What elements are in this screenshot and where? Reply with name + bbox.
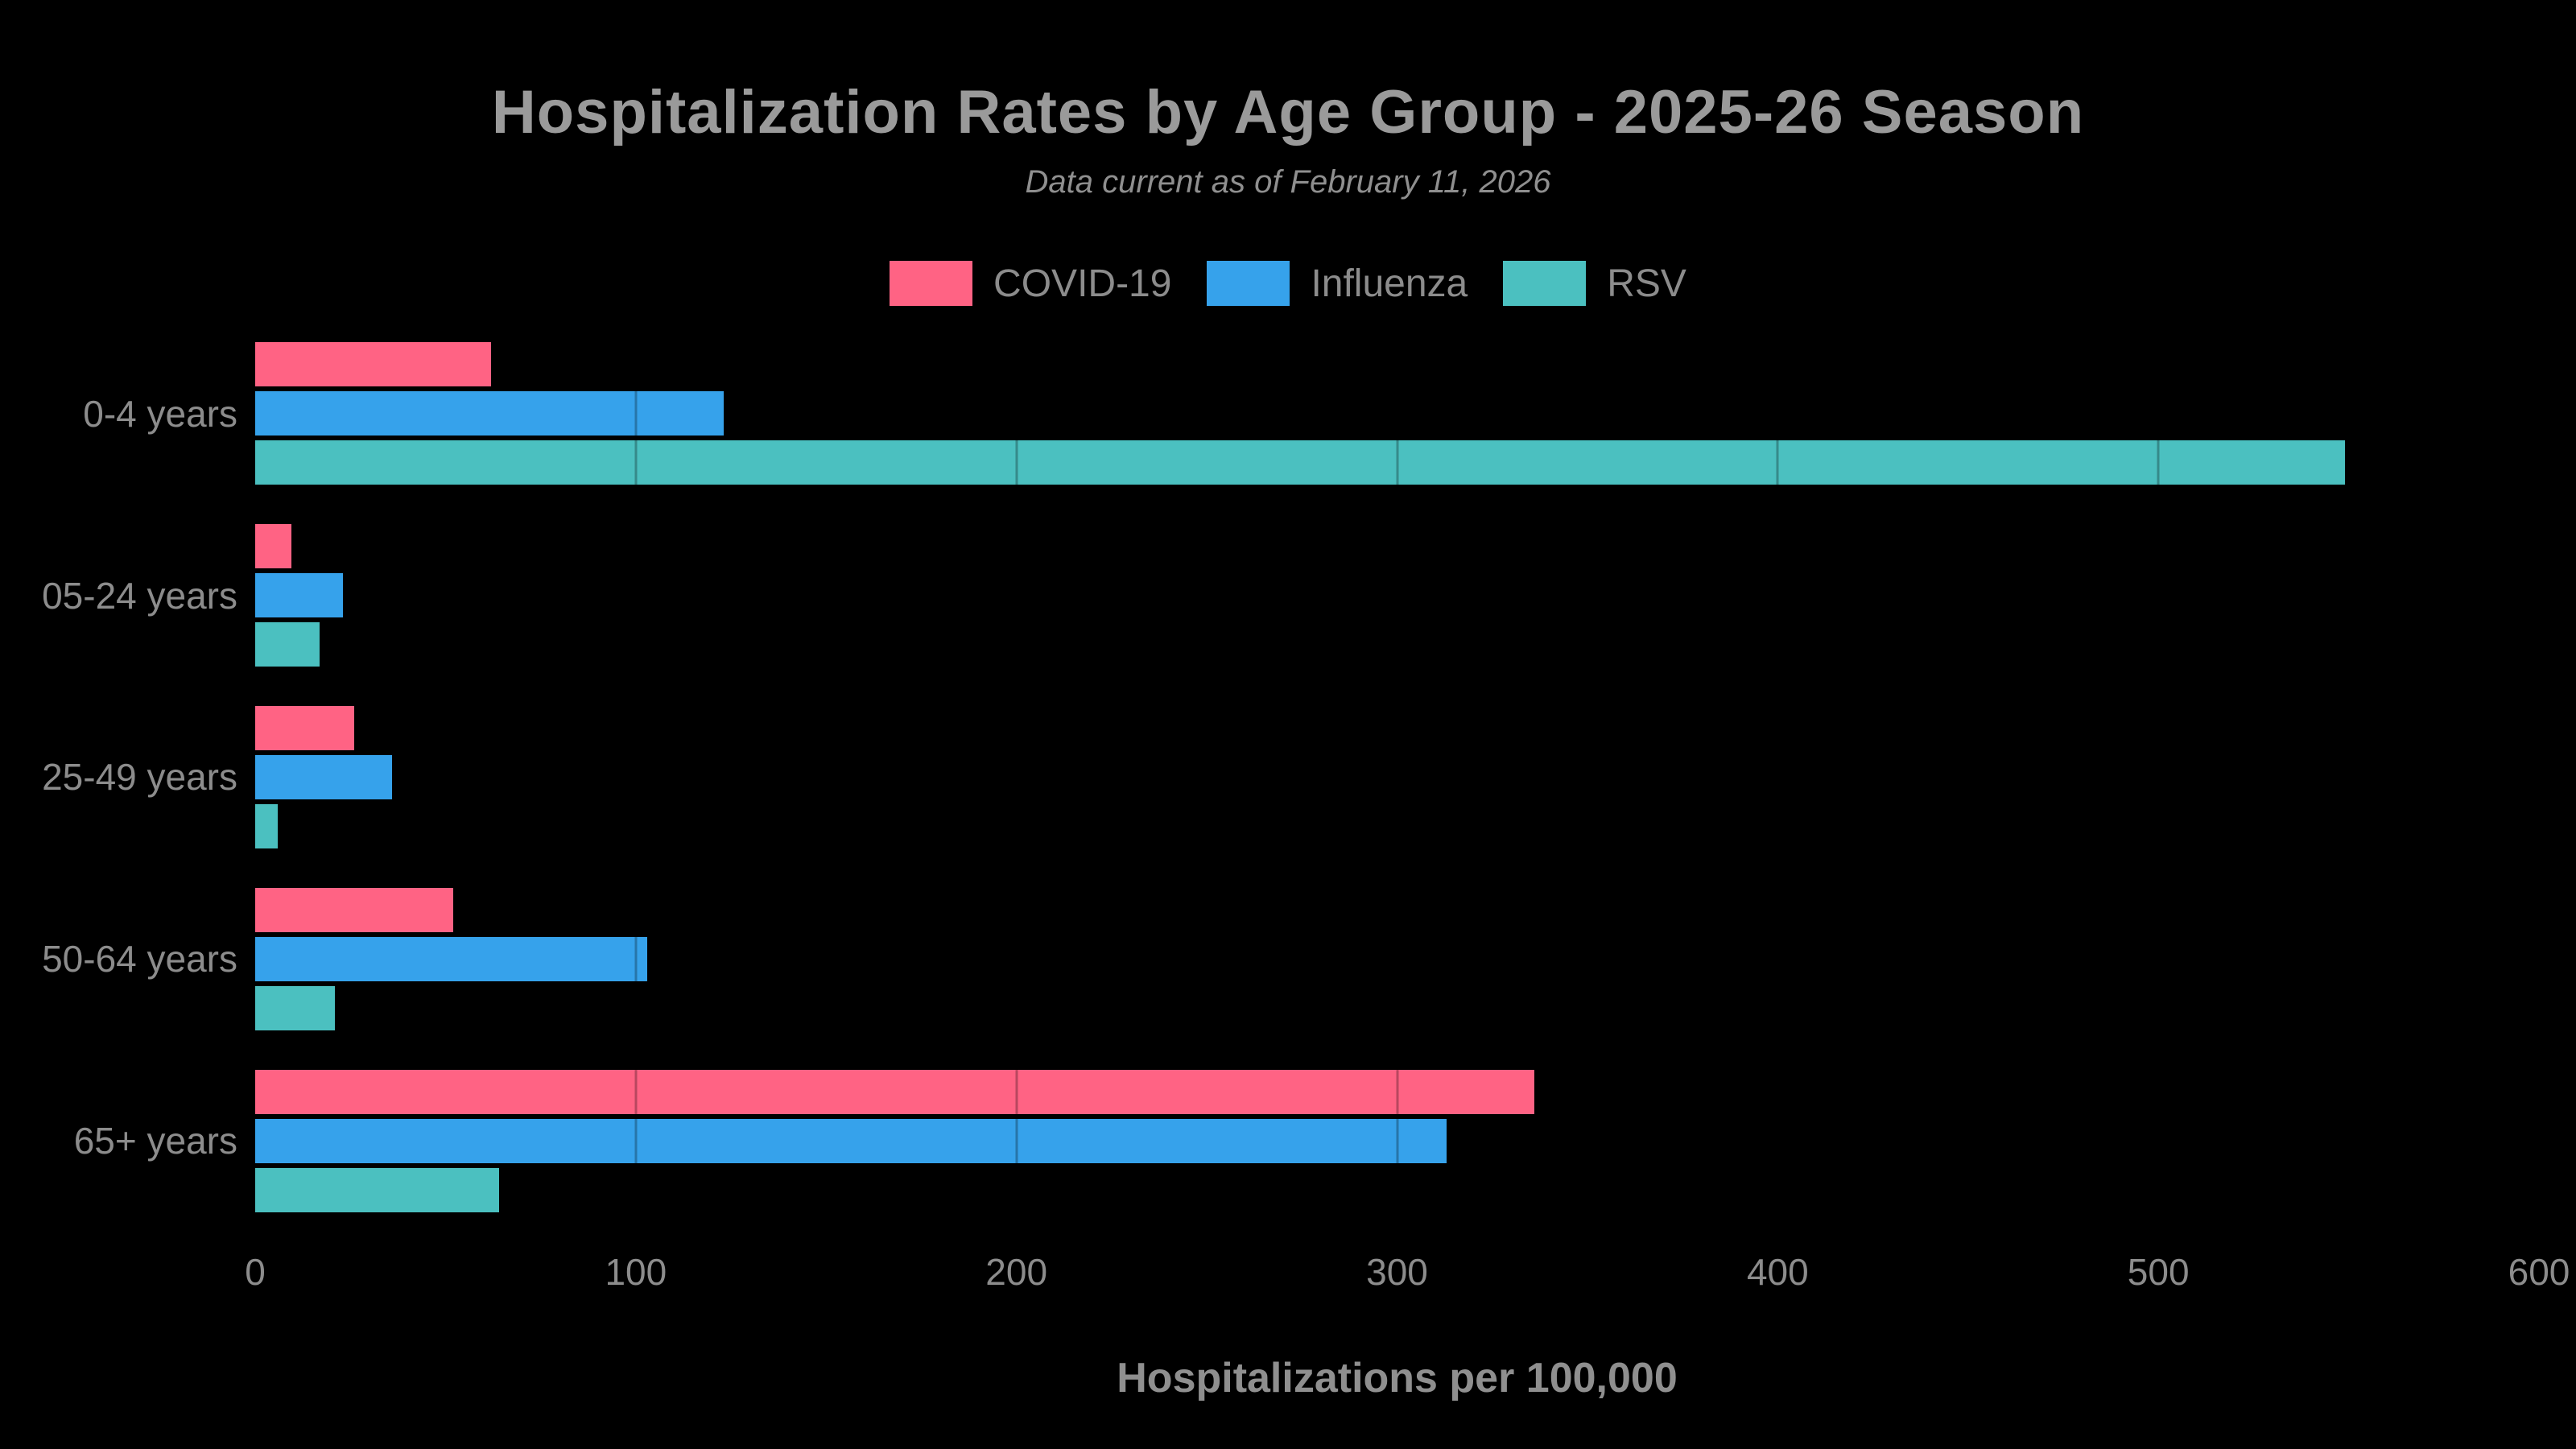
category-label-25-49-years: 25-49 years: [42, 756, 237, 799]
legend-item-influenza[interactable]: Influenza: [1207, 261, 1468, 306]
chart-title: Hospitalization Rates by Age Group - 202…: [491, 78, 2085, 147]
legend-item-covid-19[interactable]: COVID-19: [890, 261, 1171, 306]
bar-rsv-05-24-years: [255, 622, 320, 667]
category-label-65-years: 65+ years: [73, 1120, 237, 1162]
bar-influenza-50-64-years: [255, 936, 648, 981]
bar-influenza-05-24-years: [255, 573, 343, 618]
category-label-0-4-years: 0-4 years: [83, 392, 237, 435]
category-label-50-64-years: 50-64 years: [42, 938, 237, 980]
legend-swatch-rsv: [1503, 261, 1587, 306]
bar-influenza-0-4-years: [255, 391, 724, 436]
bar-covid-19-05-24-years: [255, 524, 291, 569]
bar-covid-19-65-years: [255, 1069, 1534, 1114]
legend: COVID-19 Influenza RSV: [0, 259, 2576, 308]
category-label-05-24-years: 05-24 years: [42, 574, 237, 617]
chart-subtitle: Data current as of February 11, 2026: [1025, 164, 1551, 200]
bar-rsv-0-4-years: [255, 440, 2345, 485]
x-axis-title: Hospitalizations per 100,000: [1117, 1355, 1678, 1402]
bar-influenza-25-49-years: [255, 754, 393, 799]
bar-covid-19-0-4-years: [255, 342, 492, 387]
bar-covid-19-50-64-years: [255, 887, 453, 932]
bar-rsv-50-64-years: [255, 985, 336, 1030]
category-row-50-64-years: 50-64 years: [42, 868, 2539, 1050]
category-row-05-24-years: 05-24 years: [42, 505, 2539, 687]
legend-swatch-covid-19: [890, 261, 973, 306]
plot-area: 0-4 years 05-24 years 25-49 years 50-64 yea…: [42, 323, 2541, 1232]
x-tick-300: 300: [1366, 1251, 1428, 1293]
category-row-65-years: 65+ years: [74, 1050, 2539, 1232]
x-tick-500: 500: [2127, 1251, 2190, 1293]
legend-label-influenza: Influenza: [1311, 262, 1468, 305]
x-tick-200: 200: [985, 1251, 1048, 1293]
category-row-0-4-years: 0-4 years: [83, 323, 2539, 505]
x-tick-600: 600: [2508, 1251, 2570, 1293]
category-row-25-49-years: 25-49 years: [42, 687, 2539, 869]
x-tick-400: 400: [1746, 1251, 1809, 1293]
bar-rsv-25-49-years: [255, 803, 279, 848]
bar-influenza-65-years: [255, 1118, 1447, 1163]
legend-item-rsv[interactable]: RSV: [1503, 261, 1686, 306]
x-tick-0: 0: [245, 1251, 266, 1293]
legend-label-covid-19: COVID-19: [993, 262, 1172, 305]
x-tick-100: 100: [605, 1251, 667, 1293]
bar-rsv-65-years: [255, 1167, 499, 1212]
bar-covid-19-25-49-years: [255, 705, 354, 750]
x-axis-ticks: 0 100 200 300 400 500 600: [245, 1250, 2570, 1294]
legend-label-rsv: RSV: [1607, 262, 1686, 305]
legend-swatch-influenza: [1207, 261, 1290, 306]
